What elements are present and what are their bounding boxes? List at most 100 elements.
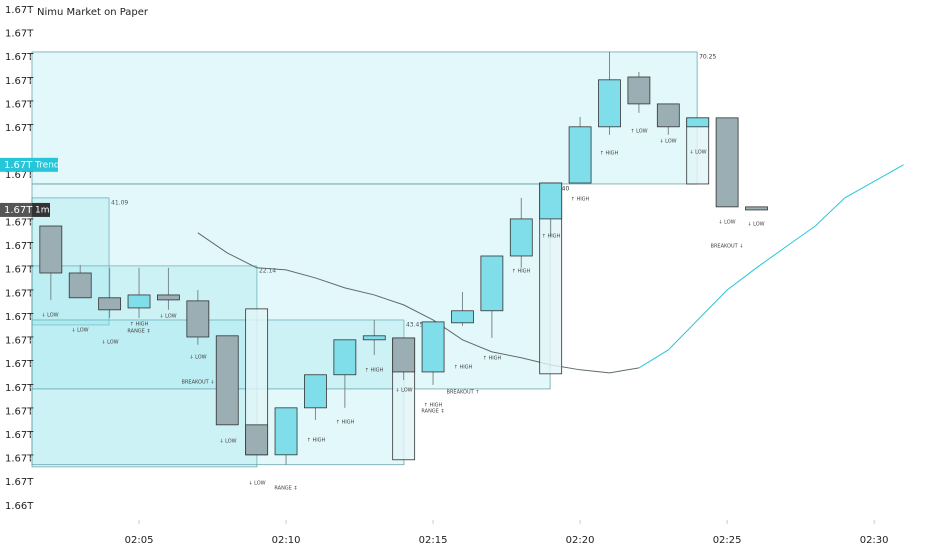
candle-body: [186, 300, 210, 338]
annotation: BREAKOUT ↓: [182, 380, 215, 386]
x-tick-label: 02:20: [566, 535, 595, 546]
x-tick-label: 02:25: [713, 535, 742, 546]
y-tick-label: 1.67T: [5, 52, 34, 63]
annotation: ↑ HIGH: [483, 356, 502, 362]
price-tag-box: [32, 157, 58, 172]
candle-body: [568, 126, 592, 184]
candle-body: [362, 335, 386, 341]
annotation: ↓ LOW: [747, 222, 764, 228]
zone-label: 41.09: [111, 199, 128, 206]
y-tick-label: 1.67T: [5, 430, 34, 441]
price-tag-box: [32, 202, 50, 217]
y-tick-label: 1.67T: [5, 406, 34, 417]
zone: [31, 51, 698, 185]
annotation: ↑ HIGH: [571, 197, 590, 203]
annotation: ↓ LOW: [41, 313, 58, 319]
annotation: ↑ HIGH: [542, 234, 561, 240]
chart-title: Nimu Market on Paper: [37, 7, 149, 18]
trend-line: [197, 232, 639, 374]
x-tick-label: 02:10: [272, 535, 301, 546]
annotation: RANGE ↕: [274, 486, 297, 492]
candle-body: [598, 79, 621, 128]
annotation: ↑ HIGH: [454, 365, 473, 371]
annotation: ↑ HIGH: [512, 269, 531, 275]
annotation: ↓ LOW: [689, 150, 706, 156]
candle-body: [98, 297, 122, 311]
y-tick-label: 1.67T: [5, 29, 34, 40]
candle-body: [509, 218, 533, 257]
candle-body: [245, 424, 269, 456]
price-label: 1.67T: [4, 160, 33, 171]
price-label-box: [0, 202, 32, 217]
price-label-box: [0, 157, 32, 172]
y-tick-label: 1.67T: [5, 383, 34, 394]
annotation: ↓ LOW: [395, 388, 412, 394]
trend-line: [638, 164, 904, 369]
y-tick-label: 1.67T: [5, 241, 34, 252]
zone-label: 43.45: [406, 321, 423, 328]
candle-body: [333, 339, 357, 376]
annotation: ↑ LOW: [630, 129, 647, 135]
y-tick-label: 1.67T: [5, 99, 34, 110]
candle-body: [480, 255, 504, 312]
candle-body: [451, 310, 474, 324]
annotation: RANGE ↕: [127, 329, 150, 335]
candle-body: [68, 272, 92, 299]
annotation: ↑ HIGH: [130, 322, 149, 328]
candle-body: [39, 225, 63, 274]
annotation: ↑ HIGH: [307, 438, 326, 444]
annotation: BREAKOUT ↓: [711, 244, 744, 250]
annotation: ↓ LOW: [248, 481, 265, 487]
annotation: ↑ HIGH: [365, 368, 384, 374]
annotation: ↑ HIGH: [424, 403, 443, 409]
candle-body: [627, 76, 651, 105]
annotation: ↑ HIGH: [600, 151, 619, 157]
annotation: ↓ LOW: [159, 314, 176, 320]
annotation: ↓ LOW: [718, 220, 735, 226]
y-tick-label: 1.67T: [5, 170, 34, 181]
zone-label: 70.25: [699, 53, 716, 60]
candle-body: [157, 294, 180, 301]
y-tick-label: 1.67T: [5, 312, 34, 323]
annotation: ↓ LOW: [71, 328, 88, 334]
zone: [31, 183, 551, 390]
candle-body: [745, 206, 768, 211]
candle-body: [421, 321, 445, 373]
annotation: ↓ LOW: [659, 139, 676, 145]
candle-body: [304, 374, 327, 409]
price-label: 1.67T: [4, 205, 33, 216]
annotation: BREAKOUT ↑: [447, 390, 480, 396]
y-tick-label: 1.67T: [5, 288, 34, 299]
price-tag: 1m: [35, 205, 50, 215]
annotation: ↓ LOW: [219, 439, 236, 445]
y-tick-label: 1.67T: [5, 76, 34, 87]
x-tick-label: 02:15: [419, 535, 448, 546]
y-tick-label: 1.67T: [5, 336, 34, 347]
candle-body: [215, 335, 239, 426]
candle-body: [715, 117, 739, 208]
annotation: ↓ LOW: [101, 340, 118, 346]
annotation: RANGE ↕: [421, 409, 444, 415]
price-tag: Trend: [34, 160, 60, 170]
candle-body: [686, 117, 710, 128]
y-tick-label: 1.67T: [5, 359, 34, 370]
y-tick-label: 1.66T: [5, 501, 34, 512]
y-tick-label: 1.67T: [5, 5, 34, 16]
annotation: ↑ HIGH: [336, 420, 355, 426]
candle-body: [274, 407, 298, 456]
annotation: ↓ LOW: [189, 355, 206, 361]
y-tick-label: 1.67T: [5, 454, 34, 465]
candle-body: [656, 103, 680, 128]
y-tick-label: 1.67T: [5, 477, 34, 488]
y-tick-label: 1.67T: [5, 217, 34, 228]
x-tick-label: 02:05: [125, 535, 154, 546]
candle-body: [392, 337, 416, 373]
y-tick-label: 1.67T: [5, 123, 34, 134]
candle-body: [539, 182, 563, 220]
x-tick-label: 02:30: [860, 535, 889, 546]
candle-body: [127, 294, 151, 309]
zone-label: 22.14: [259, 267, 276, 274]
y-tick-label: 1.67T: [5, 265, 34, 276]
